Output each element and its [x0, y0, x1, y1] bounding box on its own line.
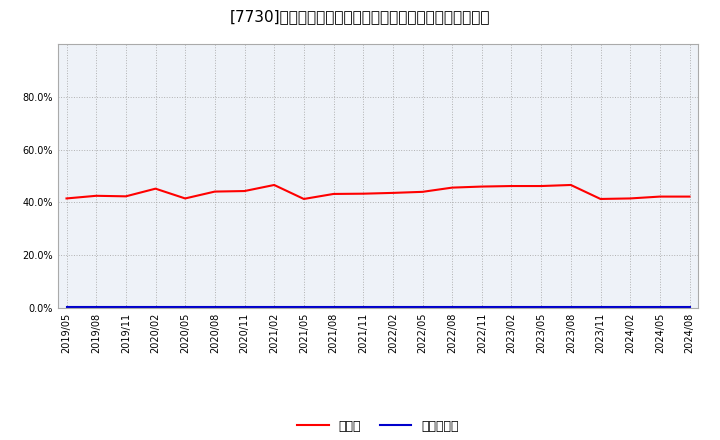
有利子負債 [626, 304, 634, 309]
現顓金 [596, 196, 605, 202]
現顓金 [537, 183, 546, 189]
有利子負債 [151, 304, 160, 309]
現顓金 [151, 186, 160, 191]
現顓金 [62, 196, 71, 201]
有利子負債 [537, 304, 546, 309]
現顓金 [655, 194, 664, 199]
現顓金 [300, 196, 308, 202]
現顓金 [567, 182, 575, 187]
Text: [7730]　現顓金、有利子負債の総資産に対する比率の推移: [7730] 現顓金、有利子負債の総資産に対する比率の推移 [230, 9, 490, 24]
現顓金 [507, 183, 516, 189]
現顓金 [626, 196, 634, 201]
現顓金 [122, 194, 130, 199]
有利子負債 [62, 304, 71, 309]
現顓金 [92, 193, 101, 198]
現顓金 [448, 185, 456, 190]
有利子負債 [92, 304, 101, 309]
現顓金 [181, 196, 189, 201]
有利子負債 [418, 304, 427, 309]
有利子負債 [181, 304, 189, 309]
有利子負債 [270, 304, 279, 309]
現顓金 [418, 189, 427, 194]
有利子負債 [685, 304, 694, 309]
有利子負債 [210, 304, 219, 309]
有利子負債 [596, 304, 605, 309]
有利子負債 [389, 304, 397, 309]
現顓金 [477, 184, 486, 189]
現顓金 [685, 194, 694, 199]
有利子負債 [359, 304, 367, 309]
現顓金 [210, 189, 219, 194]
Legend: 現顓金, 有利子負債: 現顓金, 有利子負債 [292, 414, 464, 437]
有利子負債 [240, 304, 249, 309]
有利子負債 [448, 304, 456, 309]
現顓金 [240, 188, 249, 194]
有利子負債 [477, 304, 486, 309]
有利子負債 [300, 304, 308, 309]
現顓金 [270, 182, 279, 187]
有利子負債 [329, 304, 338, 309]
現顓金 [329, 191, 338, 197]
現顓金 [359, 191, 367, 196]
有利子負債 [655, 304, 664, 309]
Line: 現顓金: 現顓金 [66, 185, 690, 199]
現顓金 [389, 190, 397, 195]
有利子負債 [567, 304, 575, 309]
有利子負債 [122, 304, 130, 309]
有利子負債 [507, 304, 516, 309]
